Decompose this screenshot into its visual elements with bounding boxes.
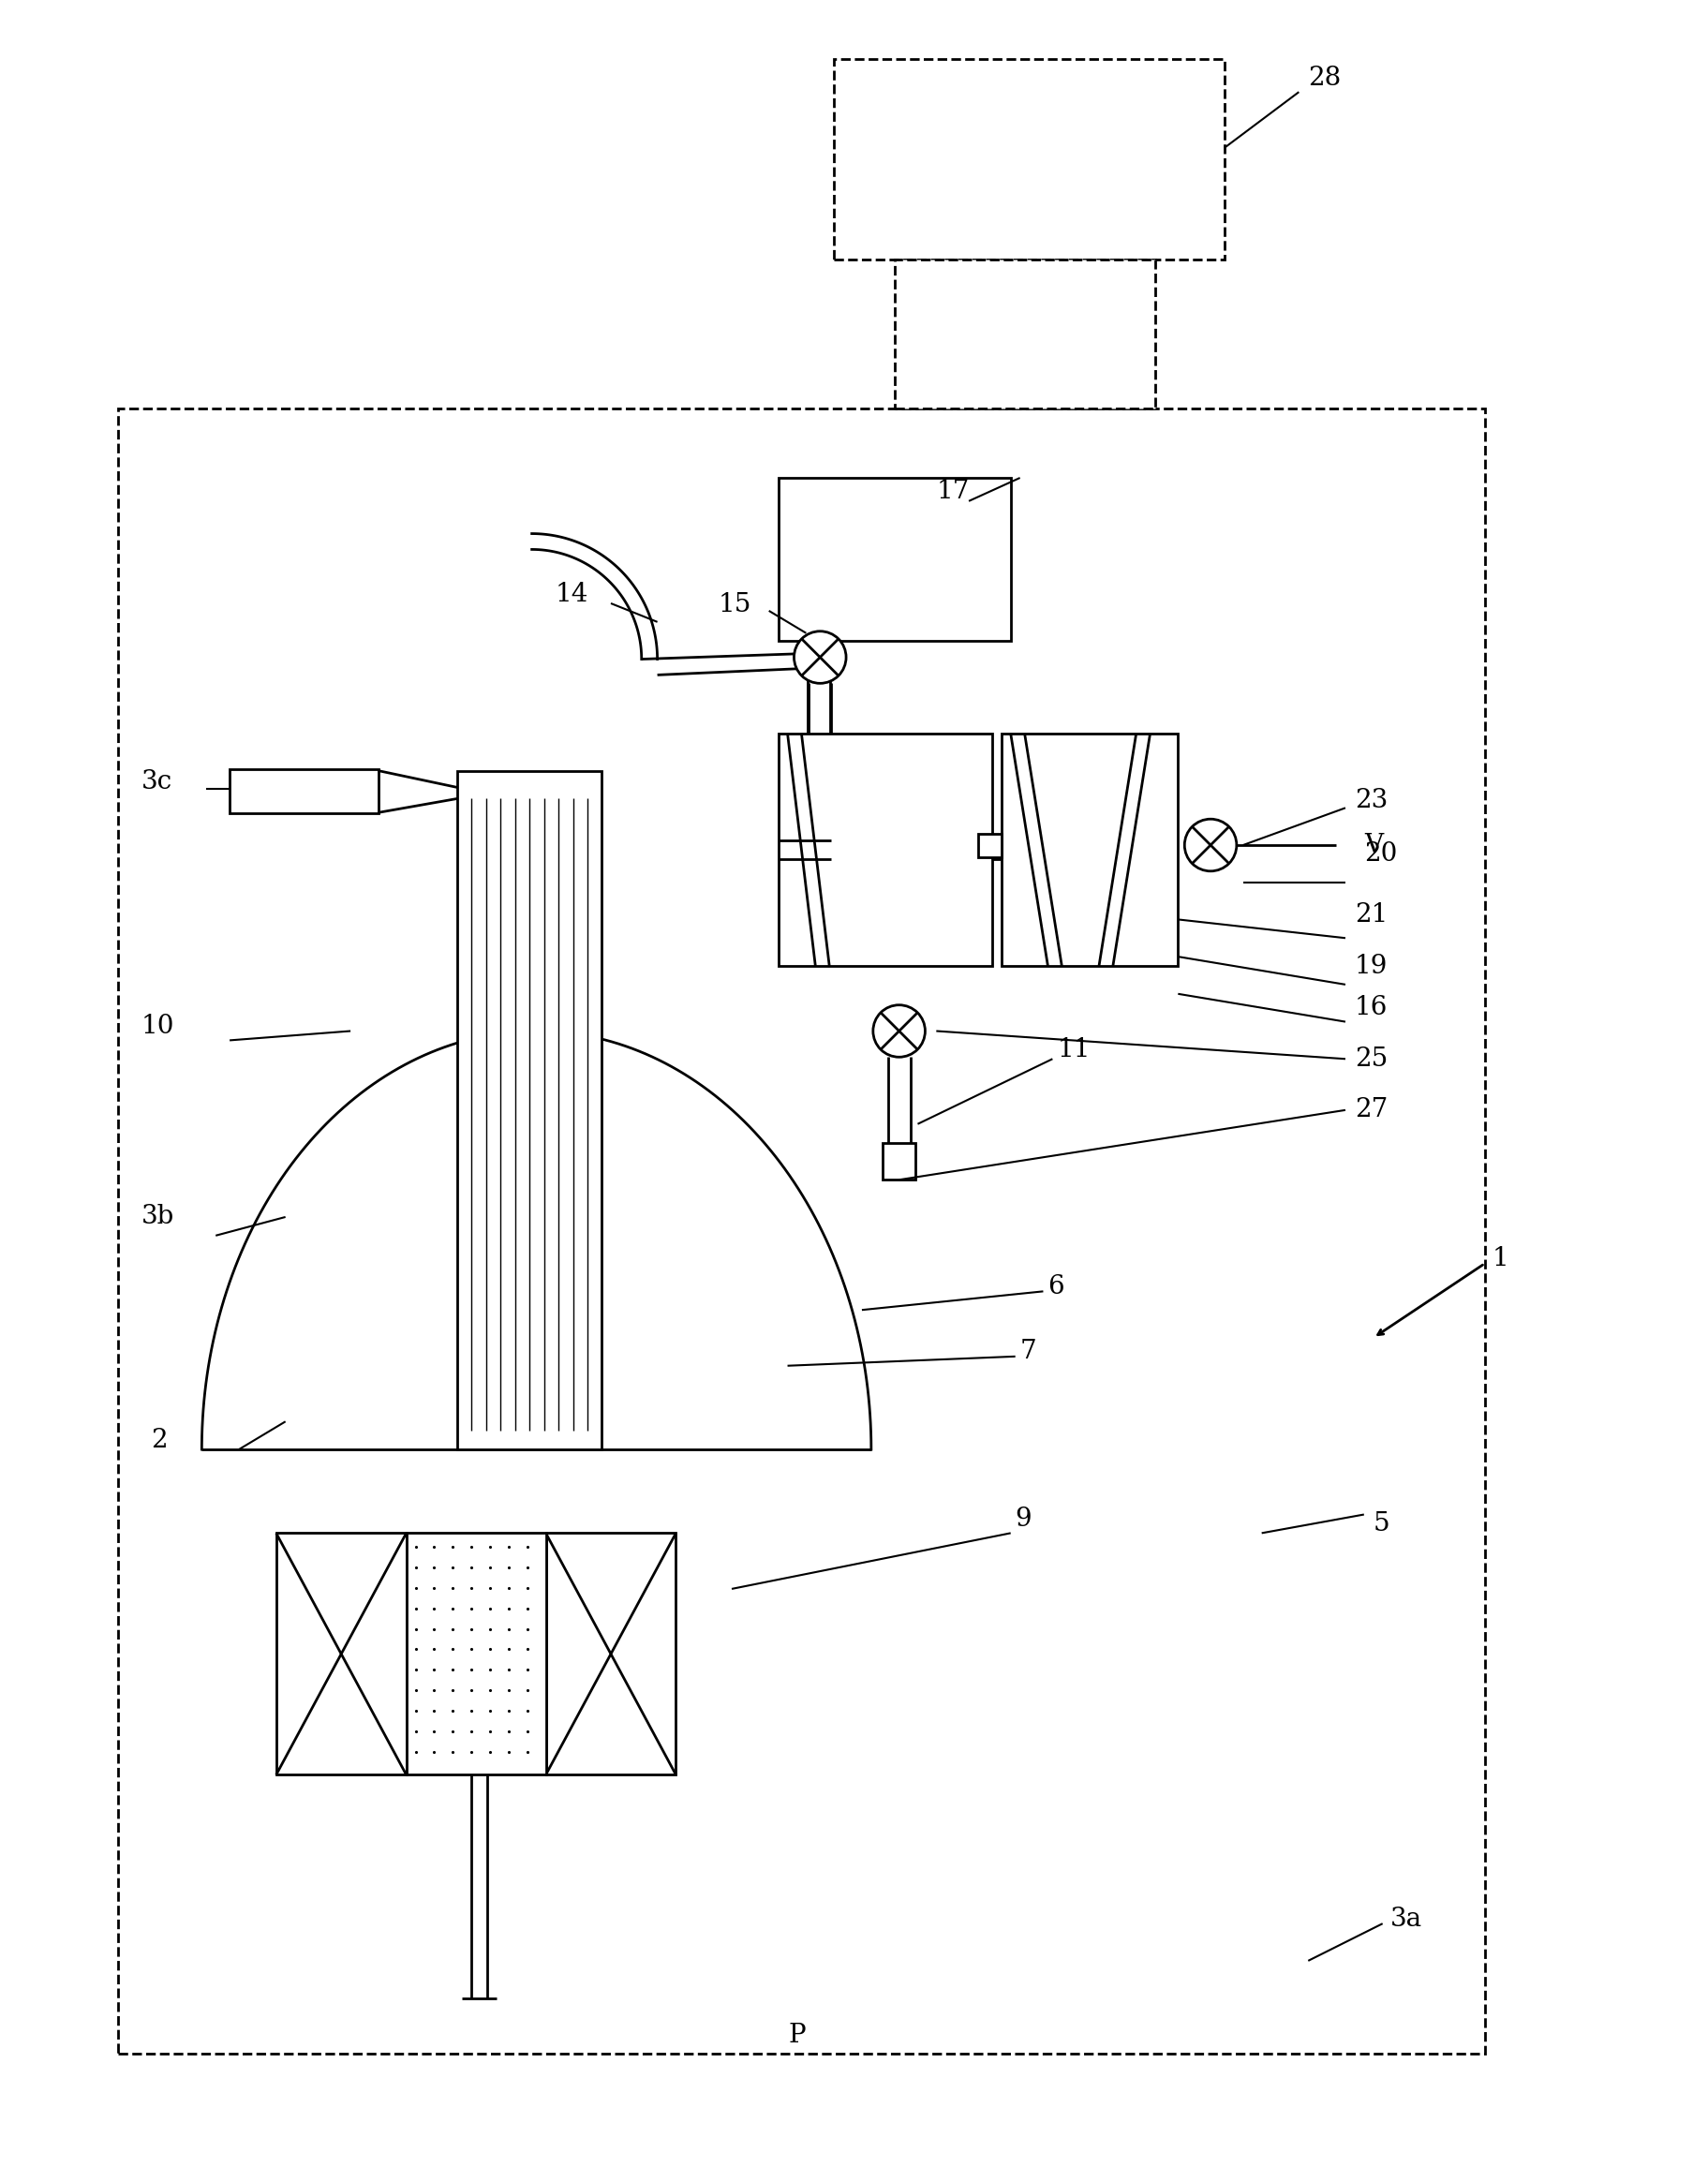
Text: 11: 11 bbox=[1057, 1036, 1090, 1063]
Text: 27: 27 bbox=[1354, 1098, 1389, 1124]
Text: V: V bbox=[1365, 834, 1383, 858]
Text: 28: 28 bbox=[1308, 65, 1341, 92]
Text: 3b: 3b bbox=[142, 1204, 174, 1231]
Circle shape bbox=[1185, 818, 1237, 871]
Bar bbox=[547, 1534, 676, 1774]
Text: 16: 16 bbox=[1354, 995, 1389, 1021]
Bar bbox=[229, 768, 379, 814]
Text: 14: 14 bbox=[555, 580, 588, 607]
Text: 3c: 3c bbox=[142, 770, 173, 794]
Text: 6: 6 bbox=[1049, 1274, 1064, 1298]
Bar bbox=[895, 260, 1155, 408]
Text: 15: 15 bbox=[717, 594, 752, 618]
Bar bbox=[1001, 733, 1179, 967]
Bar bbox=[118, 408, 1484, 2053]
Text: 21: 21 bbox=[1354, 901, 1389, 927]
Bar bbox=[883, 1143, 915, 1180]
Text: 23: 23 bbox=[1354, 788, 1387, 814]
Text: 20: 20 bbox=[1365, 842, 1397, 866]
Text: 9: 9 bbox=[1015, 1506, 1032, 1532]
Text: 1: 1 bbox=[1493, 1246, 1508, 1272]
Bar bbox=[458, 770, 601, 1449]
Text: 19: 19 bbox=[1354, 954, 1389, 978]
Text: 10: 10 bbox=[142, 1015, 174, 1039]
Bar bbox=[834, 59, 1225, 260]
Text: 3a: 3a bbox=[1390, 1907, 1423, 1931]
Bar bbox=[407, 1534, 547, 1774]
Text: 7: 7 bbox=[1020, 1340, 1037, 1364]
Text: 5: 5 bbox=[1373, 1512, 1390, 1536]
Bar bbox=[277, 1534, 407, 1774]
Circle shape bbox=[794, 631, 845, 683]
Bar bbox=[779, 478, 1011, 642]
Bar bbox=[979, 834, 1001, 858]
Text: P: P bbox=[787, 2023, 806, 2047]
Text: 17: 17 bbox=[936, 480, 970, 504]
Text: 25: 25 bbox=[1354, 1047, 1387, 1071]
Bar bbox=[779, 733, 992, 967]
Text: 2: 2 bbox=[150, 1427, 167, 1453]
Circle shape bbox=[873, 1006, 926, 1056]
